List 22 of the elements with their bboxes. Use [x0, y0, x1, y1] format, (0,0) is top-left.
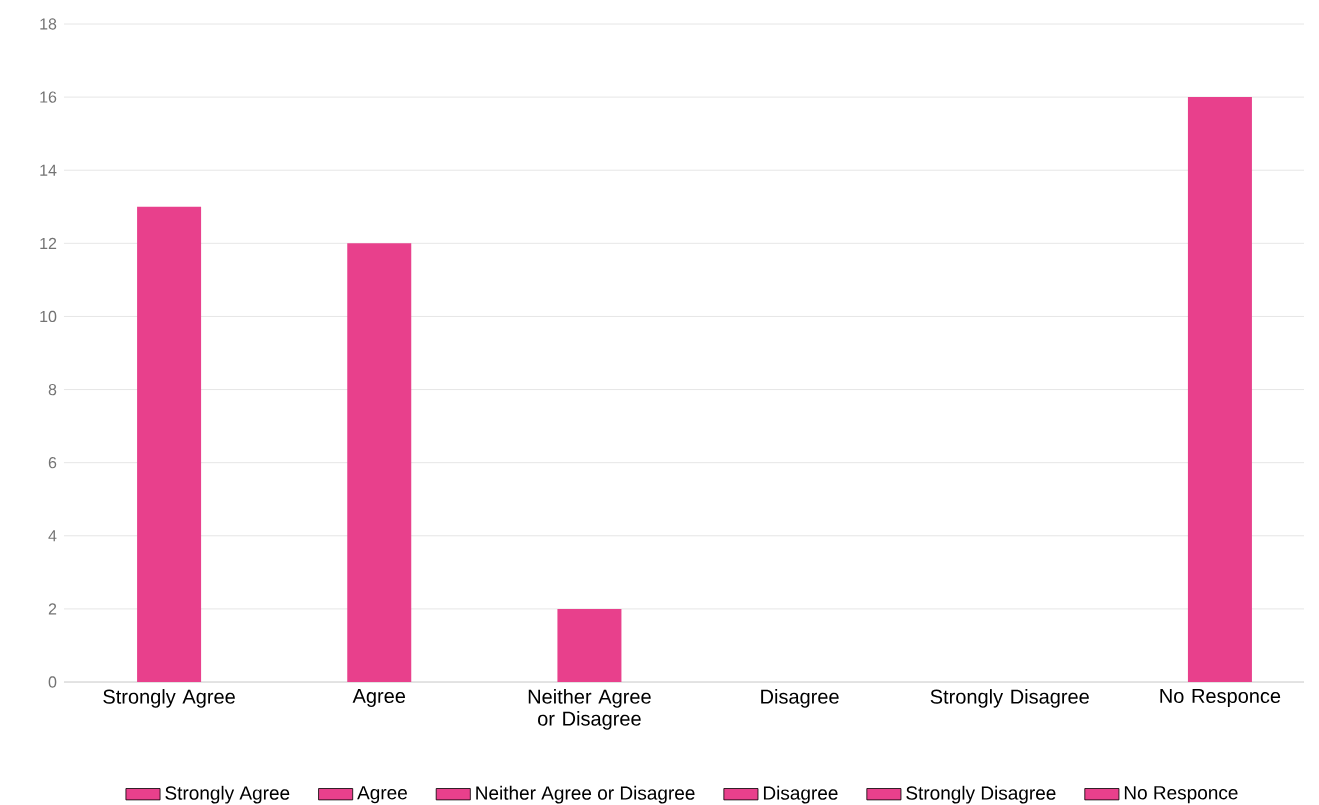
x-tick-label: Neither Agree or Disagree [528, 689, 651, 730]
y-tick-label: 2 [48, 603, 57, 615]
y-tick-label: 0 [48, 676, 57, 688]
legend-label: Strongly Agree [165, 785, 290, 804]
legend-label: Strongly Disagree [906, 785, 1056, 804]
y-tick-label: 4 [48, 530, 57, 542]
y-tick-label: 6 [48, 457, 57, 469]
legend-label: No Responce [1124, 786, 1238, 804]
x-tick-label: No Responce [1160, 689, 1281, 707]
y-tick-label: 18 [40, 18, 57, 30]
legend-label: Agree [357, 786, 407, 804]
y-tick-label: 8 [48, 383, 57, 396]
x-tick-label: Strongly Agree [103, 689, 235, 708]
y-tick-label: 12 [40, 237, 57, 249]
legend-label: Disagree [763, 785, 838, 804]
x-tick-label: Disagree [761, 689, 839, 708]
y-tick-label: 14 [40, 164, 57, 176]
y-tick-label: 10 [40, 310, 57, 323]
x-tick-label: Strongly Disagree [930, 689, 1089, 708]
legend-label: Neither Agree or Disagree [476, 785, 695, 804]
x-tick-label: Agree [352, 689, 406, 707]
y-tick-label: 16 [40, 91, 57, 103]
